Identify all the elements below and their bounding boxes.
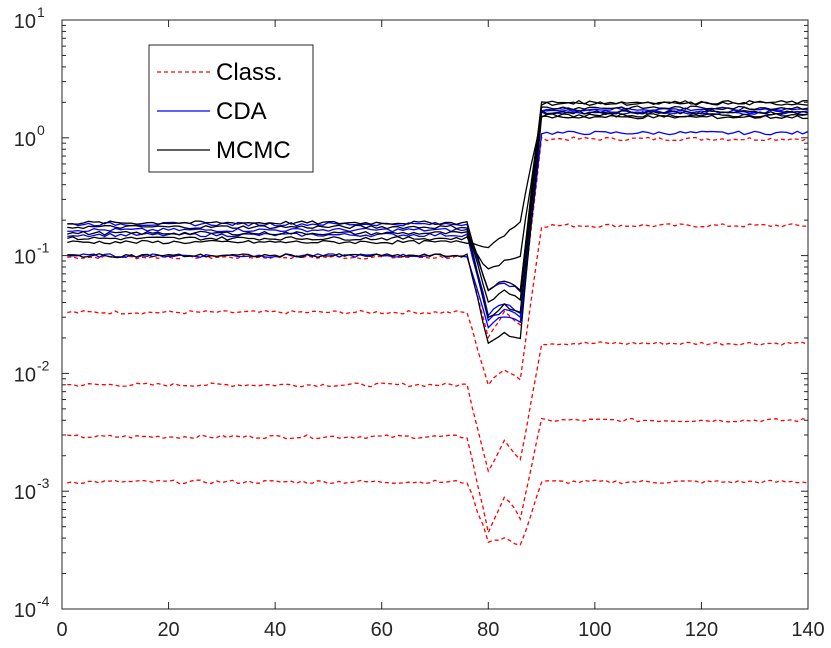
series-line-mcmc-4 <box>67 109 809 270</box>
plot-lines <box>67 99 809 546</box>
y-tick-label: 10 <box>14 247 36 269</box>
y-tick-base: 10 <box>14 11 36 33</box>
series-line-class-2 <box>67 223 808 387</box>
y-tick-exponent: 1 <box>37 4 45 20</box>
x-tick-label: 0 <box>56 619 67 641</box>
legend-label: CDA <box>216 98 267 125</box>
x-tick-label: 100 <box>578 619 611 641</box>
series-line-class-3 <box>67 341 809 473</box>
y-tick-exponent: -4 <box>37 593 50 609</box>
series-line-mcmc-2 <box>67 101 809 304</box>
y-tick-exponent: -2 <box>37 357 50 373</box>
series-line-cda-3 <box>67 108 809 318</box>
x-tick-label: 120 <box>685 619 718 641</box>
legend: Class. CDA MCMC <box>148 44 314 173</box>
y-tick-base: 10 <box>14 364 36 386</box>
legend-label: MCMC <box>216 137 291 164</box>
series-line-mcmc-3 <box>67 105 809 319</box>
y-tick-exponent: 0 <box>37 122 45 138</box>
series-line-class-4 <box>67 417 809 535</box>
x-tick-label: 60 <box>371 619 393 641</box>
legend-label: Class. <box>216 59 283 86</box>
y-tick-label: 10 <box>14 482 36 504</box>
series-line-mcmc-6 <box>67 114 809 345</box>
y-tick-label: 10 <box>14 364 36 386</box>
x-tick-label: 20 <box>157 619 179 641</box>
y-tick-label: 10 <box>14 129 36 151</box>
series-line-class-5 <box>67 479 809 546</box>
y-tick-exponent: -3 <box>37 475 50 491</box>
plot-frame <box>61 19 809 610</box>
x-tick-label: 40 <box>264 619 286 641</box>
y-tick-exponent: -1 <box>37 240 50 256</box>
y-tick-base: 10 <box>14 482 36 504</box>
series-line-mcmc-1 <box>67 99 809 292</box>
legend-box <box>148 44 314 173</box>
x-axis: 0 20 40 60 80 100 120 140 <box>56 20 825 641</box>
y-tick-label: 10 <box>14 600 36 622</box>
y-tick-base: 10 <box>14 129 36 151</box>
x-tick-label: 140 <box>791 619 824 641</box>
y-tick-base: 10 <box>14 247 36 269</box>
y-tick-label: 10 <box>14 11 36 33</box>
y-tick-base: 10 <box>14 600 36 622</box>
x-tick-label: 80 <box>477 619 499 641</box>
